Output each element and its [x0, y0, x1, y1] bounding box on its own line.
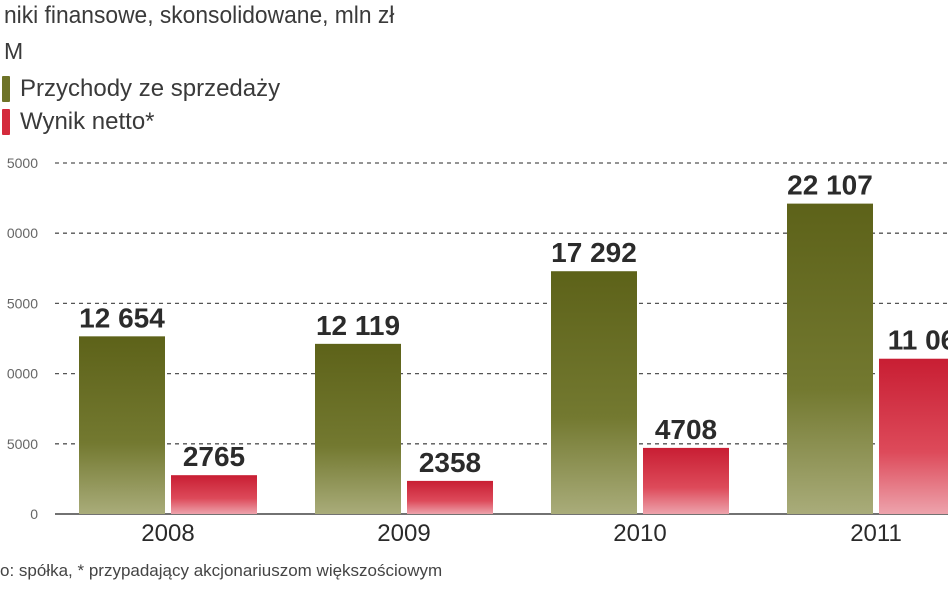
- bar-net-result: [171, 475, 257, 514]
- y-tick-label: 0000: [7, 366, 38, 382]
- x-tick-label: 2010: [613, 520, 666, 547]
- data-label: 4708: [655, 414, 717, 445]
- bar-revenue: [79, 336, 165, 514]
- data-label: 22 107: [787, 170, 873, 201]
- data-label: 2358: [419, 447, 481, 478]
- legend-label-revenue: Przychody ze sprzedaży: [20, 75, 281, 102]
- bar-revenue: [787, 203, 873, 514]
- chart-title: niki finansowe, skonsolidowane, mln zł: [4, 2, 395, 29]
- bar-revenue: [315, 343, 401, 514]
- x-tick-label: 2011: [850, 520, 902, 547]
- legend-swatch-revenue: [2, 76, 10, 102]
- legend-item-net-result: Wynik netto*: [2, 107, 155, 137]
- legend-item-revenue: Przychody ze sprzedaży: [2, 74, 280, 104]
- bar-net-result: [407, 480, 493, 514]
- y-tick-label: 5000: [7, 436, 38, 452]
- x-tick-label: 2009: [377, 520, 430, 547]
- legend-label-net-result: Wynik netto*: [20, 108, 155, 135]
- y-tick-label: 5000: [7, 295, 38, 311]
- y-tick-label: 0: [30, 506, 38, 522]
- legend-swatch-net-result: [2, 109, 10, 135]
- data-label: 2765: [183, 441, 245, 472]
- bar-net-result: [879, 358, 948, 514]
- company-label: M: [4, 38, 24, 64]
- data-label: 12 654: [79, 302, 165, 333]
- y-tick-label: 0000: [7, 225, 38, 241]
- data-label: 12 119: [316, 310, 400, 341]
- data-label: 11 06: [888, 325, 948, 356]
- bar-net-result: [643, 447, 729, 514]
- source-note: o: spółka, * przypadający akcjonariuszom…: [0, 561, 443, 580]
- x-tick-label: 2008: [141, 520, 194, 547]
- data-label: 17 292: [551, 237, 637, 268]
- y-tick-label: 5000: [7, 155, 38, 171]
- bar-revenue: [551, 271, 637, 514]
